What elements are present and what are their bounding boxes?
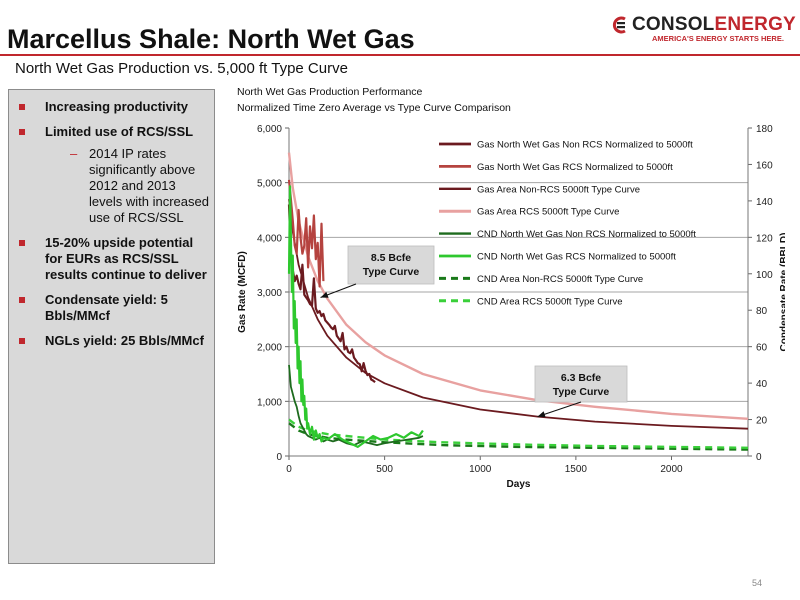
annotation-box xyxy=(347,245,435,285)
chart-title: North Wet Gas Production Performance xyxy=(237,86,423,98)
annotation-label: 6.3 Bcfe xyxy=(561,372,601,384)
page-number: 54 xyxy=(752,578,763,588)
legend-label: Gas Area RCS 5000ft Type Curve xyxy=(477,207,619,218)
slide-title: Marcellus Shale: North Wet Gas xyxy=(7,24,415,54)
x-tick-label: 1500 xyxy=(565,464,588,475)
series-line xyxy=(287,204,376,384)
series-line xyxy=(287,179,325,288)
series-line xyxy=(287,185,424,448)
y2-tick-label: 60 xyxy=(756,343,768,354)
consol-logo-icon xyxy=(612,16,626,34)
x-tick-label: 500 xyxy=(376,464,393,475)
y2-tick-label: 180 xyxy=(756,124,773,135)
x-axis-label: Days xyxy=(507,479,531,490)
y-tick-label: 3,000 xyxy=(257,288,282,299)
legend-label: Gas North Wet Gas Non RCS Normalized to … xyxy=(477,140,693,151)
bullet-list: Increasing productivity Limited use of R… xyxy=(9,99,214,349)
y-tick-label: 6,000 xyxy=(257,124,282,135)
bullet-item: Condensate yield: 5 Bbls/MMcf xyxy=(9,292,214,324)
series-line xyxy=(287,152,749,420)
slide-subtitle: North Wet Gas Production vs. 5,000 ft Ty… xyxy=(15,60,348,77)
bullet-panel: Increasing productivity Limited use of R… xyxy=(8,89,215,564)
annotation-box xyxy=(534,365,628,403)
bullet-item: 15-20% upside potential for EURs as RCS/… xyxy=(9,235,214,283)
legend-label: CND North Wet Gas Non RCS Normalized to … xyxy=(477,229,696,240)
annotation-arrow xyxy=(537,401,582,418)
logo-tagline: AMERICA'S ENERGY STARTS HERE. xyxy=(652,34,784,43)
logo-brand-main: CONSOL xyxy=(632,14,715,35)
logo-brand-sub: ENERGY xyxy=(714,14,796,35)
y2-tick-label: 100 xyxy=(756,270,773,281)
logo-wordmark: CONSOLENERGY xyxy=(632,14,796,36)
y2-tick-label: 0 xyxy=(756,452,762,463)
y2-tick-label: 20 xyxy=(756,416,768,427)
y2-tick-label: 40 xyxy=(756,379,768,390)
legend-label: Gas Area Non-RCS 5000ft Type Curve xyxy=(477,184,640,195)
legend-label: CND Area RCS 5000ft Type Curve xyxy=(477,296,623,307)
bullet-item: Limited use of RCS/SSL xyxy=(9,124,214,140)
y-axis-label: Gas Rate (MCFD) xyxy=(237,251,248,333)
annotation-label: Type Curve xyxy=(363,266,420,278)
x-tick-label: 2000 xyxy=(660,464,683,475)
sub-bullet-item: 2014 IP rates significantly above 2012 a… xyxy=(9,146,214,226)
y2-axis-label: Condensate Rate (BBLD) xyxy=(779,233,785,352)
y-tick-label: 2,000 xyxy=(257,343,282,354)
production-chart: North Wet Gas Production Performance Norm… xyxy=(237,86,785,490)
legend-label: Gas North Wet Gas RCS Normalized to 5000… xyxy=(477,162,673,173)
y2-tick-label: 160 xyxy=(756,160,773,171)
title-divider xyxy=(0,54,800,56)
annotation-label: Type Curve xyxy=(553,386,610,398)
y-tick-label: 4,000 xyxy=(257,233,282,244)
annotation-arrowhead xyxy=(537,411,546,418)
annotation-arrowhead xyxy=(320,291,329,298)
legend-label: CND North Wet Gas RCS Normalized to 5000… xyxy=(477,252,676,263)
y2-tick-label: 120 xyxy=(756,233,773,244)
legend-label: CND Area Non-RCS 5000ft Type Curve xyxy=(477,274,643,285)
bullet-item: NGLs yield: 25 Bbls/MMcf xyxy=(9,333,214,349)
y2-tick-label: 140 xyxy=(756,197,773,208)
y-tick-label: 0 xyxy=(276,452,282,463)
consol-energy-logo: CONSOLENERGY AMERICA'S ENERGY STARTS HER… xyxy=(612,14,796,46)
chart-subtitle: Normalized Time Zero Average vs Type Cur… xyxy=(237,102,511,114)
y2-tick-label: 80 xyxy=(756,306,768,317)
x-tick-label: 1000 xyxy=(469,464,492,475)
x-tick-label: 0 xyxy=(286,464,292,475)
annotation-label: 8.5 Bcfe xyxy=(371,252,411,264)
y-tick-label: 1,000 xyxy=(257,397,282,408)
y-tick-label: 5,000 xyxy=(257,179,282,190)
bullet-item: Increasing productivity xyxy=(9,99,214,115)
